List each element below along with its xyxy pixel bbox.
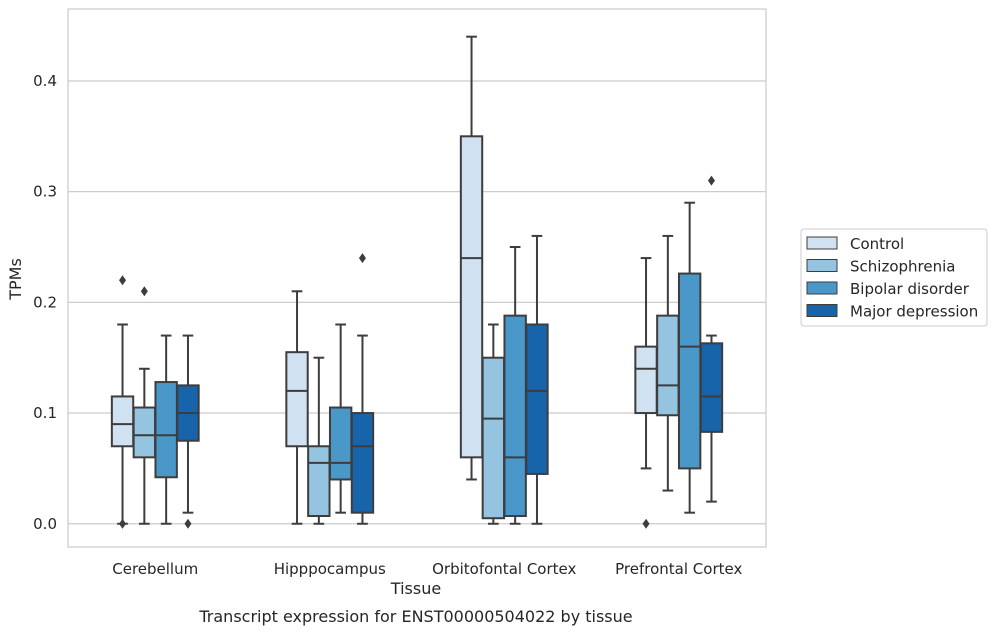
box-iqr — [699, 342, 724, 433]
x-axis-title: Tissue — [390, 579, 441, 598]
x-tick-label: Orbitofontal Cortex — [432, 560, 576, 578]
box-schizophrenia-0 — [132, 286, 157, 525]
legend-swatch — [806, 236, 838, 250]
box-control-1 — [285, 290, 309, 525]
box-iqr — [481, 356, 506, 520]
box-iqr — [154, 381, 178, 479]
box-control-2 — [459, 35, 484, 481]
plot-area — [68, 9, 766, 547]
box-iqr — [656, 314, 680, 417]
box-major-depression-2 — [525, 234, 549, 525]
y-tick-label: 0.3 — [33, 183, 57, 201]
box-iqr — [677, 272, 702, 470]
legend-item: Major depression — [806, 303, 978, 321]
box-iqr — [307, 445, 331, 518]
box-iqr — [132, 406, 157, 459]
y-axis-title: TPMs — [6, 258, 25, 301]
outlier-point — [184, 518, 192, 529]
box-iqr — [503, 314, 527, 518]
legend-label: Schizophrenia — [850, 258, 955, 276]
legend-label: Major depression — [850, 303, 978, 321]
box-major-depression-1 — [350, 253, 375, 525]
outlier-point — [707, 175, 715, 186]
box-control-0 — [110, 275, 135, 529]
x-tick-labels: Cerebellum Hipppocampus Orbitofontal Corte… — [112, 560, 742, 578]
box-major-depression-3 — [699, 175, 724, 503]
box-groups — [110, 35, 724, 529]
box-schizophrenia-1 — [307, 356, 331, 525]
outlier-point — [358, 253, 366, 264]
outlier-point — [642, 518, 650, 529]
y-tick-label: 0.2 — [33, 293, 57, 311]
plot-frame — [67, 8, 767, 548]
outlier-point — [119, 518, 127, 529]
box-major-depression-0 — [176, 334, 200, 529]
x-tick-label: Prefrontal Cortex — [615, 560, 742, 578]
x-tick-label: Hipppocampus — [274, 560, 386, 578]
box-iqr — [110, 395, 135, 448]
legend-label: Bipolar disorder — [850, 280, 970, 298]
y-tick-label: 0.0 — [33, 515, 57, 533]
box-iqr — [328, 406, 353, 481]
y-tick-label: 0.4 — [33, 72, 57, 90]
legend-swatch — [806, 259, 838, 272]
box-iqr — [459, 135, 484, 459]
legend-label: Control — [850, 235, 904, 253]
y-tick-label: 0.1 — [33, 404, 57, 422]
outlier-point — [140, 286, 148, 297]
legend-item: Control — [806, 235, 904, 253]
box-bipolar-disorder-2 — [503, 246, 527, 525]
box-iqr — [634, 345, 658, 415]
legend-swatch — [806, 304, 838, 317]
chart-caption: Transcript expression for ENST0000050402… — [198, 607, 632, 626]
legend-swatch — [806, 281, 838, 295]
box-iqr — [525, 323, 549, 475]
box-iqr — [350, 412, 375, 514]
x-tick-label: Cerebellum — [112, 560, 198, 578]
legend: Control Schizophrenia Bipolar disorder Majo… — [800, 228, 988, 327]
outlier-point — [119, 275, 127, 286]
legend-item: Bipolar disorder — [806, 280, 970, 298]
legend-item: Schizophrenia — [806, 258, 955, 276]
y-tick-labels: 0.0 0.1 0.2 0.3 0.4 — [33, 72, 57, 533]
legend-frame — [800, 228, 988, 327]
box-control-3 — [634, 257, 658, 529]
box-iqr — [285, 351, 309, 448]
